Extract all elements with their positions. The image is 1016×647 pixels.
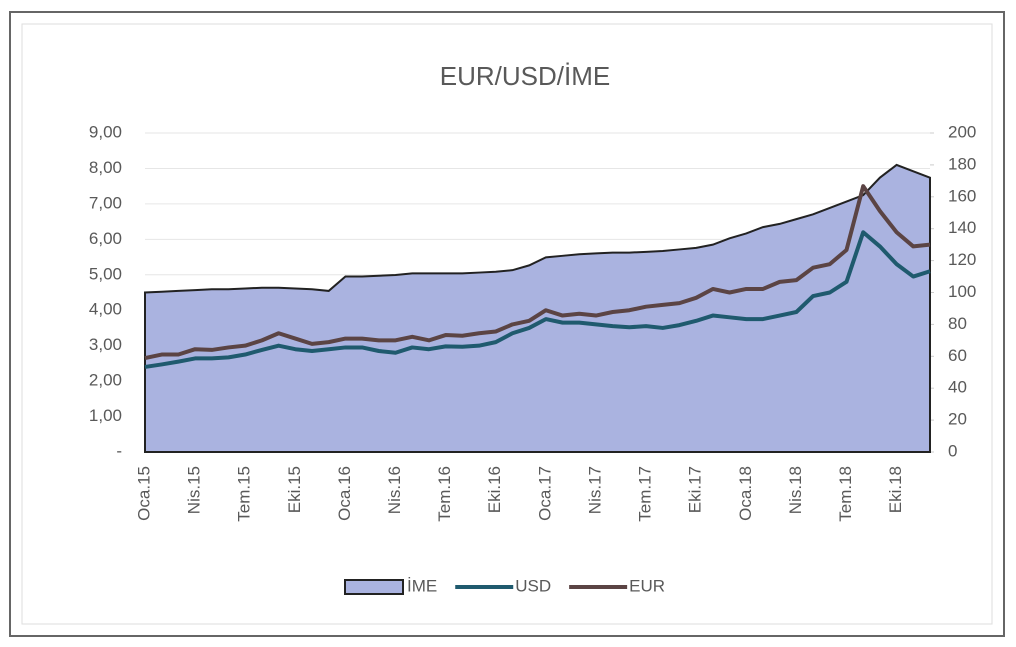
x-tick-label: Nis.16 [385,466,404,514]
y2-tick-label: 160 [948,186,976,205]
y-tick-label: 7,00 [89,193,122,212]
y-tick-label: 5,00 [89,264,122,283]
y-tick-label: 6,00 [89,229,122,248]
chart-title: EUR/USD/İME [440,61,610,91]
y2-tick-label: 40 [948,378,967,397]
x-tick-label: Oca.15 [134,466,153,521]
x-tick-label: Nis.15 [185,466,204,514]
x-tick-label: Eki.17 [686,466,705,513]
x-tick-label: Eki.18 [886,466,905,513]
area [144,163,931,453]
y2-tick-label: 100 [948,282,976,301]
y2-tick-label: 120 [948,250,976,269]
y2-tick-label: 200 [948,122,976,141]
y-tick-label: 8,00 [89,158,122,177]
legend-label: USD [515,576,551,595]
x-tick-label: Nis.18 [786,466,805,514]
x-tick-label: Eki.16 [485,466,504,513]
y-tick-label: 4,00 [89,300,122,319]
legend-swatch [344,579,404,595]
y2-tick-label: 20 [948,410,967,429]
y2-tick-label: 140 [948,218,976,237]
x-tick-label: Oca.17 [535,466,554,521]
y-tick-label: - [116,441,122,460]
x-tick-label: Tem.17 [636,466,655,522]
y-tick-label: 1,00 [89,406,122,425]
plot-frame [21,23,993,625]
x-tick-label: Tem.18 [836,466,855,522]
y-tick-label: 3,00 [89,335,122,354]
x-tick-label: Tem.15 [235,466,254,522]
x-tick-label: Oca.16 [335,466,354,521]
legend-label: İME [407,576,437,595]
y-tick-label: 9,00 [89,122,122,141]
legend-label: EUR [629,576,665,595]
x-tick-label: Oca.18 [736,466,755,521]
y2-tick-label: 180 [948,154,976,173]
line [144,230,931,369]
y2-tick-label: 0 [948,441,957,460]
y-tick-label: 2,00 [89,371,122,390]
line [144,184,931,361]
x-tick-label: Eki.15 [285,466,304,513]
x-tick-label: Nis.17 [585,466,604,514]
y2-tick-label: 80 [948,314,967,333]
x-tick-label: Tem.16 [435,466,454,522]
y2-tick-label: 60 [948,346,967,365]
